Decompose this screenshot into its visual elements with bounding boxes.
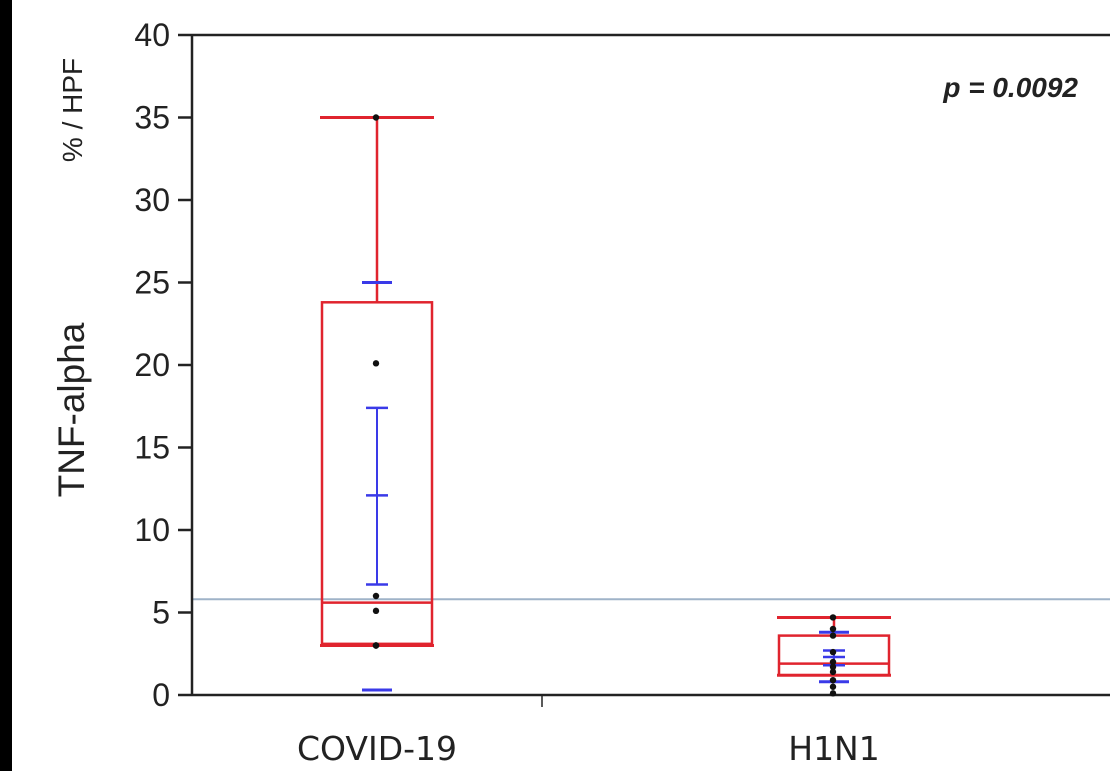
data-point bbox=[829, 676, 837, 684]
data-point bbox=[829, 658, 837, 666]
data-point bbox=[829, 668, 837, 676]
p-value-annotation: p = 0.0092 bbox=[942, 72, 1078, 103]
y-tick-label: 10 bbox=[134, 512, 170, 548]
data-point bbox=[829, 648, 837, 656]
axis-layer bbox=[178, 33, 1110, 707]
chart-frame: 0 5 10 15 20 25 30 35 40 TNF-alpha % / HPF p = 0.00… bbox=[12, 0, 1110, 771]
x-category-label: COVID-19 bbox=[297, 729, 457, 768]
label-layer: 0 5 10 15 20 25 30 35 40 TNF-alpha % / HPF p = 0.00… bbox=[51, 17, 1078, 768]
y-axis-unit: % / HPF bbox=[57, 58, 88, 162]
data-point bbox=[829, 614, 837, 621]
data-point bbox=[829, 683, 837, 690]
data-point bbox=[372, 114, 380, 121]
data-point bbox=[829, 632, 837, 639]
point-layer bbox=[372, 114, 837, 697]
box-layer bbox=[320, 116, 891, 677]
y-tick-label: 40 bbox=[134, 17, 170, 53]
y-tick-label: 0 bbox=[152, 677, 170, 713]
data-point bbox=[829, 663, 837, 671]
y-tick-label: 35 bbox=[134, 100, 170, 136]
mean-ci-layer bbox=[362, 281, 849, 692]
y-tick-label: 15 bbox=[134, 430, 170, 466]
data-point bbox=[829, 625, 837, 633]
data-point bbox=[372, 592, 380, 600]
data-point bbox=[372, 360, 380, 367]
y-tick-label: 20 bbox=[134, 347, 170, 383]
y-axis-title: TNF-alpha bbox=[51, 322, 92, 497]
x-category-label: H1N1 bbox=[788, 729, 880, 768]
y-tick-label: 5 bbox=[152, 595, 170, 631]
data-point bbox=[829, 690, 837, 697]
box-plot-chart: 0 5 10 15 20 25 30 35 40 TNF-alpha % / HPF p = 0.00… bbox=[51, 17, 1110, 768]
y-tick-label: 25 bbox=[134, 265, 170, 301]
data-point bbox=[372, 642, 380, 649]
y-tick-label: 30 bbox=[134, 182, 170, 218]
data-point bbox=[372, 607, 380, 615]
